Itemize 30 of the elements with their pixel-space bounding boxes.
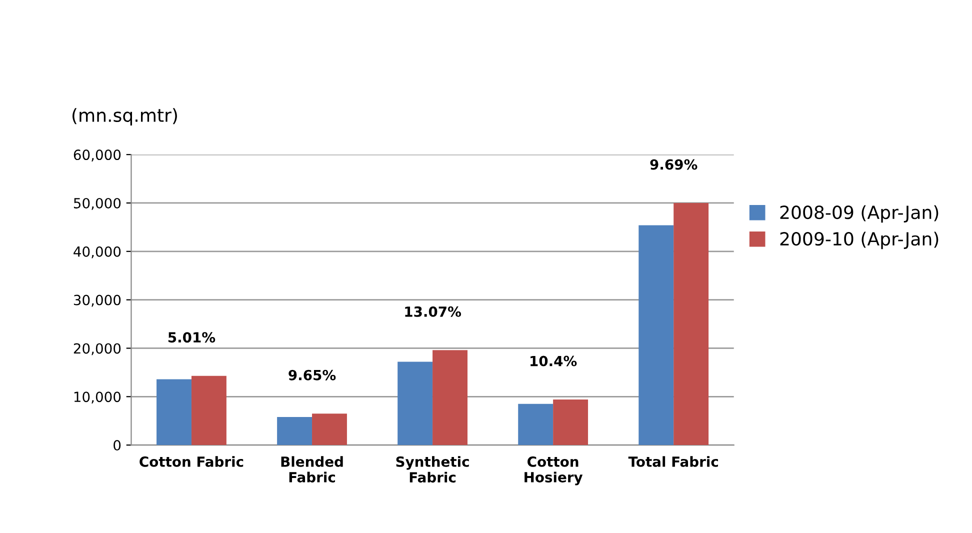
x-tick-label: Cotton Fabric	[140, 456, 244, 467]
annotation: 9.65%	[288, 370, 336, 380]
bar	[518, 404, 554, 446]
y-tick-label: 10,000	[74, 392, 121, 404]
annotation: 9.69%	[650, 159, 698, 170]
y-tick-label: 50,000	[74, 198, 121, 210]
annotation: 5.01%	[168, 332, 216, 343]
annotation: 10.4%	[530, 356, 577, 366]
bar	[191, 376, 226, 446]
y-tick-label: 60,000	[74, 150, 121, 162]
y-tick-label: 20,000	[74, 343, 121, 356]
y-axis-title: (mn.sq.mtr)	[72, 108, 177, 126]
x-tick-label: Synthetic Fabric	[396, 456, 469, 483]
legend-label: 2009-10 (Apr-Jan)	[780, 232, 938, 250]
bar	[432, 350, 468, 446]
y-tick-label: 30,000	[74, 294, 121, 307]
bar	[638, 225, 674, 446]
x-tick-label: Blended Fabric	[281, 456, 343, 482]
legend-label: 2008-09 (Apr-Jan)	[780, 205, 938, 223]
bar	[156, 379, 192, 446]
x-tick-label: Total Fabric	[628, 456, 718, 467]
y-tick-label: 0	[114, 440, 121, 451]
bar	[312, 414, 347, 446]
y-tick-label: 40,000	[74, 246, 121, 258]
bar	[674, 202, 709, 446]
bar	[398, 362, 433, 446]
annotation: 13.07%	[405, 306, 462, 317]
x-tick-label: Cotton Hosiery	[524, 456, 583, 486]
bar	[553, 400, 588, 446]
bar	[277, 416, 312, 446]
